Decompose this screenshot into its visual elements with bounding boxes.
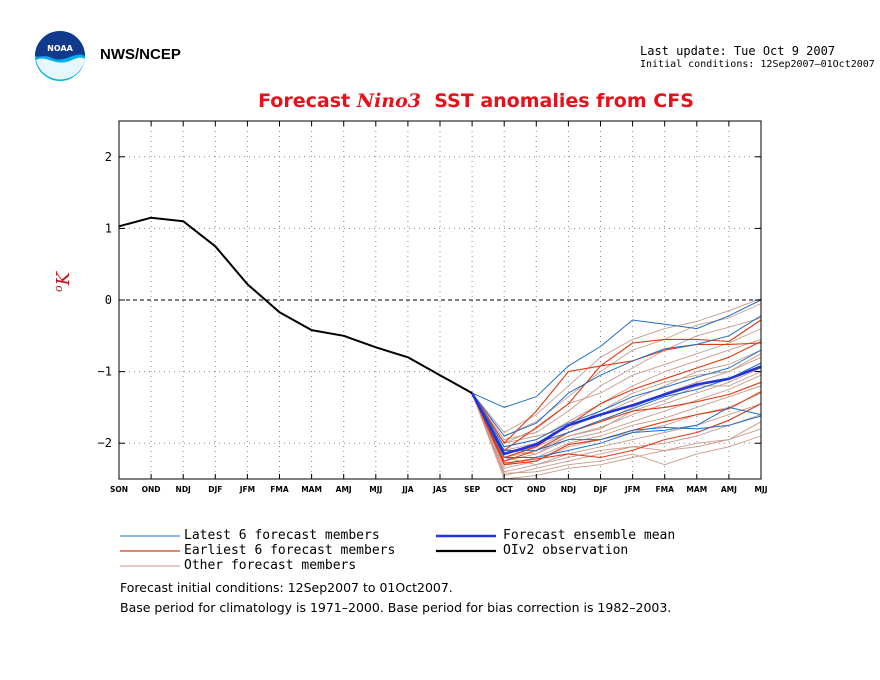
ensemble-mean-line	[470, 365, 762, 456]
legend	[120, 534, 496, 567]
note-base-period: Base period for climatology is 1971–2000…	[120, 600, 672, 615]
x-tick-label: OND	[527, 485, 546, 494]
other-member-line	[471, 367, 762, 458]
x-tick-label: MAM	[686, 485, 707, 494]
main-series	[118, 216, 762, 456]
chart-title: Forecast Nino3 SST anomalies from CFS	[0, 90, 880, 112]
title-part-2: Nino3	[356, 90, 421, 112]
x-tick-label: AMJ	[336, 485, 352, 494]
other-member-line	[471, 392, 762, 474]
x-tick-label: AMJ	[721, 485, 737, 494]
x-tick-label: MJJ	[754, 485, 767, 494]
other-member-line	[471, 392, 762, 476]
other-member-line	[471, 298, 762, 433]
legend-label-earliest: Earliest 6 forecast members	[184, 543, 396, 558]
x-tick-label: FMA	[270, 485, 289, 494]
other-member-line	[471, 392, 762, 480]
x-tick-label: MAM	[301, 485, 322, 494]
forecast-members	[471, 298, 762, 480]
latest-member-line	[471, 392, 762, 458]
other-member-line	[471, 392, 762, 473]
x-tick-label: JJA	[401, 485, 414, 494]
latest-member-line	[471, 299, 762, 408]
x-tick-label: NDJ	[561, 485, 577, 494]
y-tick-label: 0	[105, 293, 112, 307]
legend-label-latest: Latest 6 forecast members	[184, 528, 380, 543]
earliest-member-line	[471, 341, 762, 459]
x-tick-label: SON	[110, 485, 128, 494]
earliest-member-line	[471, 392, 762, 464]
x-tick-label: JAS	[432, 485, 447, 494]
other-member-line	[471, 385, 762, 466]
initial-conditions: Initial conditions: 12Sep2007–01Oct2007	[640, 59, 875, 70]
x-tick-label: MJJ	[369, 485, 382, 494]
legend-label-mean: Forecast ensemble mean	[503, 528, 676, 543]
x-tick-label: JFM	[624, 485, 640, 494]
org-name: NWS/NCEP	[100, 46, 181, 63]
x-tick-label: FMA	[655, 485, 674, 494]
legend-label-obs: OIv2 observation	[503, 543, 629, 558]
other-member-line	[471, 328, 762, 444]
x-tick-label: OCT	[496, 485, 514, 494]
y-tick-label: −2	[98, 436, 112, 450]
other-member-line	[471, 353, 762, 444]
title-part-1: Forecast	[258, 90, 357, 112]
other-member-line	[471, 303, 762, 437]
latest-member-line	[471, 349, 762, 448]
note-initial-conditions: Forecast initial conditions: 12Sep2007 t…	[120, 580, 453, 595]
last-update: Last update: Tue Oct 9 2007	[640, 44, 836, 58]
other-member-line	[471, 349, 762, 451]
earliest-member-line	[471, 381, 762, 462]
legend-label-other: Other forecast members	[184, 558, 357, 573]
x-tick-label: NDJ	[176, 485, 192, 494]
observation-line	[118, 216, 473, 394]
x-tick-label: JFM	[239, 485, 255, 494]
noaa-logo-text: NOAA	[47, 44, 73, 53]
latest-member-line	[471, 315, 762, 437]
y-tick-label: −1	[98, 365, 112, 379]
title-part-3: SST anomalies from CFS	[421, 90, 694, 112]
y-tick-label: 1	[105, 221, 112, 235]
earliest-member-line	[471, 342, 762, 451]
x-tick-label: DJF	[593, 485, 607, 494]
other-member-line	[471, 392, 762, 469]
x-tick-label: SEP	[464, 485, 481, 494]
noaa-logo: NOAA	[35, 31, 85, 81]
y-tick-label: 2	[105, 150, 112, 164]
axis-ticks: −2 −1 0 1 2 SON OND NDJ DJF JFM FMA MAM AMJ MJJ JJA JAS…	[98, 121, 768, 494]
other-member-line	[471, 356, 762, 455]
x-tick-label: OND	[142, 485, 161, 494]
x-tick-label: DJF	[208, 485, 222, 494]
